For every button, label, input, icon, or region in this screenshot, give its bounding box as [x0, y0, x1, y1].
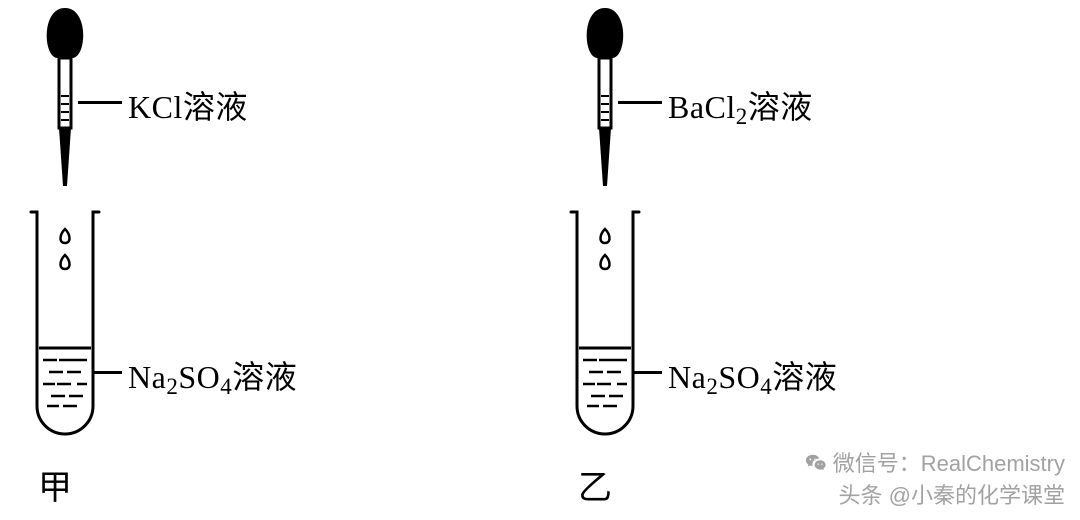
apparatus-svg-yi [540, 0, 1080, 515]
tube-label: Na2SO4溶液 [668, 352, 837, 400]
watermark: 微信号：RealChemistry 头条 @小秦的化学课堂 [805, 446, 1065, 510]
dropper-label-pointer [78, 101, 122, 104]
experiment-name: 乙 [578, 460, 612, 509]
dropper-label-pointer [618, 101, 662, 104]
tube-label-pointer [94, 371, 122, 374]
apparatus-svg-jia [0, 0, 540, 515]
tube-label: Na2SO4溶液 [128, 352, 297, 400]
tube-label-pointer [634, 371, 662, 374]
watermark-line1: 微信号：RealChemistry [805, 446, 1065, 478]
dropper-label: BaCl2溶液 [668, 82, 813, 130]
experiment-yi: BaCl2溶液 Na2SO4溶液 乙 [540, 0, 1080, 515]
dropper-label: KCl溶液 [128, 82, 248, 128]
experiment-name: 甲 [38, 460, 72, 509]
wechat-icon [805, 452, 827, 474]
experiment-jia: KCl溶液 Na2SO4溶液 甲 [0, 0, 540, 515]
watermark-line2: 头条 @小秦的化学课堂 [805, 478, 1065, 510]
